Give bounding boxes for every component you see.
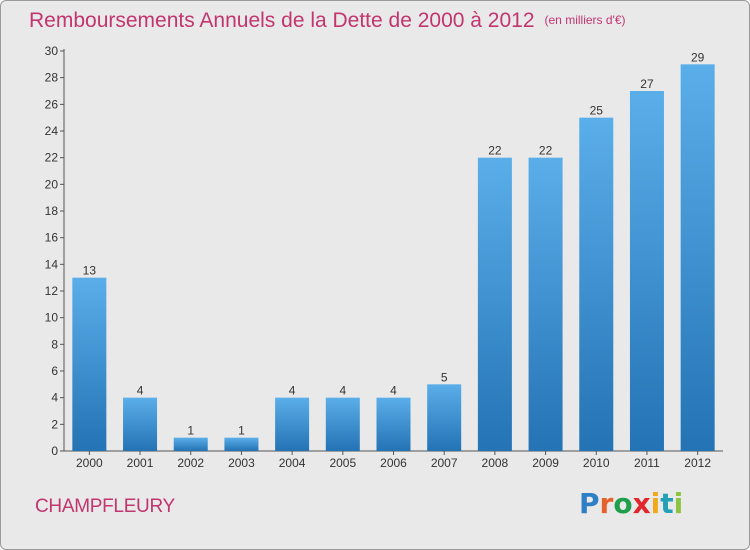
bar-2000 <box>72 277 107 451</box>
x-tick-label: 2012 <box>684 456 711 470</box>
x-tick-label: 2003 <box>228 456 255 470</box>
y-tick-label: 8 <box>51 337 58 351</box>
x-tick-label: 2009 <box>532 456 559 470</box>
y-tick-label: 6 <box>51 364 58 378</box>
data-label-2000: 13 <box>83 264 97 278</box>
data-label-2006: 4 <box>390 384 397 398</box>
bar-2012 <box>680 64 715 452</box>
y-tick-label: 14 <box>45 257 59 271</box>
logo-letter: i <box>650 487 661 520</box>
bar-2005 <box>325 397 360 451</box>
bar-2009 <box>528 157 563 451</box>
x-tick-label: 2007 <box>431 456 458 470</box>
bar-2008 <box>477 157 512 451</box>
bar-2006 <box>376 397 411 451</box>
y-tick-label: 10 <box>45 311 59 325</box>
data-label-2001: 4 <box>137 384 144 398</box>
y-tick-label: 30 <box>45 44 59 58</box>
x-tick-label: 2000 <box>76 456 103 470</box>
y-tick-label: 26 <box>45 97 59 111</box>
data-label-2003: 1 <box>238 424 245 438</box>
data-label-2010: 25 <box>590 104 604 118</box>
proxiti-logo: Proxiti <box>579 487 683 520</box>
logo-letter: P <box>579 487 600 520</box>
logo-letter: r <box>599 487 614 520</box>
title-text: Remboursements Annuels de la Dette de 20… <box>29 9 535 32</box>
bar-2003 <box>224 437 259 451</box>
data-label-2007: 5 <box>441 370 448 384</box>
y-tick-label: 24 <box>45 124 59 138</box>
logo-letter: t <box>660 487 674 520</box>
x-tick-label: 2010 <box>583 456 610 470</box>
data-label-2011: 27 <box>640 77 654 91</box>
y-tick-label: 4 <box>51 391 58 405</box>
x-tick-label: 2006 <box>380 456 407 470</box>
data-labels: 13 4 1 1 4 4 4 5 22 22 25 27 29 <box>83 50 705 437</box>
data-label-2004: 4 <box>289 384 296 398</box>
y-tick-label: 18 <box>45 204 59 218</box>
y-tick-label: 0 <box>51 444 58 458</box>
data-label-2005: 4 <box>339 384 346 398</box>
logo-letter: i <box>673 487 684 520</box>
data-label-2012: 29 <box>691 50 705 64</box>
logo-letter: x <box>632 487 651 520</box>
y-tick-label: 20 <box>45 177 59 191</box>
y-tick-label: 16 <box>45 231 59 245</box>
logo-letter: o <box>613 487 633 520</box>
y-tick-label: 22 <box>45 151 59 165</box>
bar-2011 <box>629 91 664 451</box>
data-label-2002: 1 <box>187 424 194 438</box>
x-tick-label: 2008 <box>482 456 509 470</box>
bars <box>72 64 715 452</box>
bar-2007 <box>427 384 462 451</box>
x-tick-label: 2002 <box>177 456 204 470</box>
y-tick-label: 2 <box>51 417 58 431</box>
y-tick-label: 28 <box>45 71 59 85</box>
bar-2004 <box>275 397 310 451</box>
data-label-2008: 22 <box>488 144 502 158</box>
bar-2010 <box>579 117 614 452</box>
x-tick-label: 2011 <box>634 456 660 470</box>
bar-2002 <box>173 437 208 451</box>
commune-name: CHAMPFLEURY <box>35 496 175 517</box>
data-label-2009: 22 <box>539 144 553 158</box>
x-tick-label: 2001 <box>127 456 154 470</box>
title-unit: (en milliers d'€) <box>544 13 626 27</box>
y-tick-label: 12 <box>45 284 59 298</box>
chart-title: Remboursements Annuels de la Dette de 20… <box>29 9 626 33</box>
x-tick-label: 2005 <box>329 456 356 470</box>
bar-2001 <box>123 397 158 451</box>
x-tick-label: 2004 <box>279 456 306 470</box>
